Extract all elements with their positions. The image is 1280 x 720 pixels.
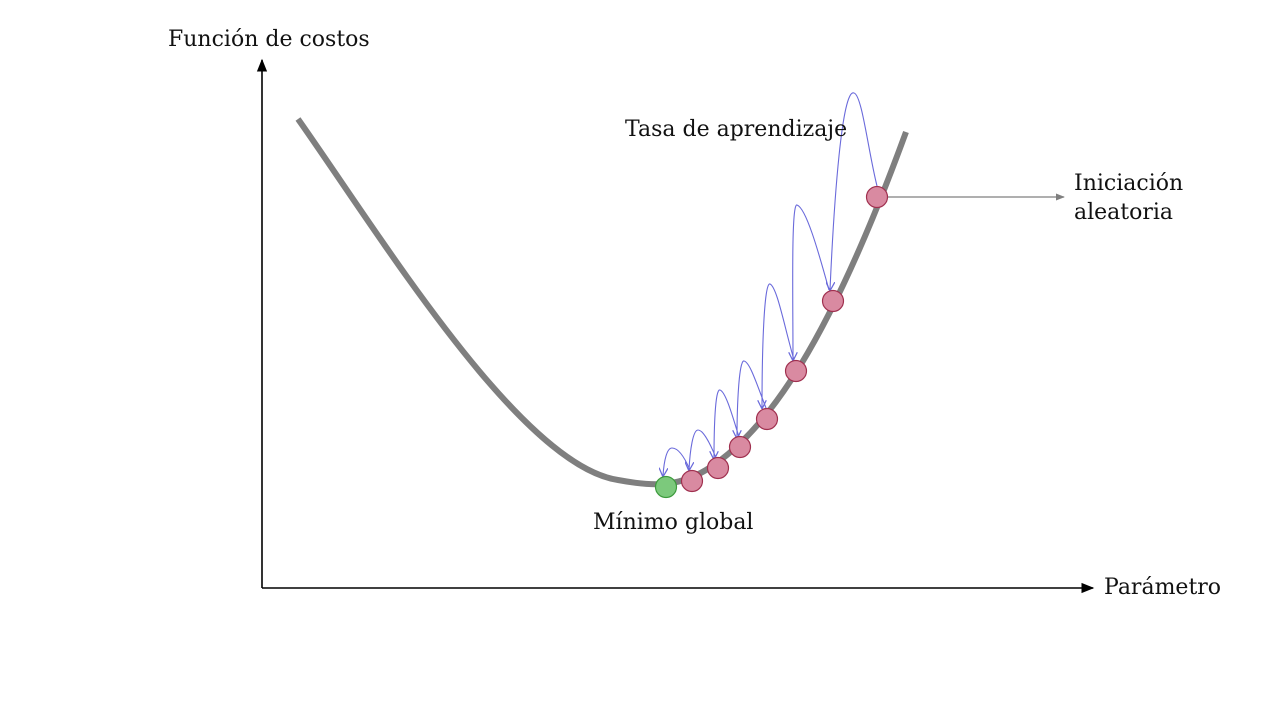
jump-arrow-4 [737, 360, 767, 438]
jump-arrow-1 [830, 92, 878, 290]
global-minimum-point [654, 475, 678, 499]
step-point-4 [755, 407, 779, 431]
random-init-label-line2: aleatoria [1074, 200, 1173, 225]
jump-arrow-6 [689, 429, 717, 470]
x-axis-label: Parámetro [1104, 575, 1221, 600]
y-axis-label: Función de costos [168, 27, 370, 52]
learning-rate-label: Tasa de aprendizaje [625, 117, 847, 142]
step-points [680, 185, 889, 493]
step-point-6 [706, 456, 730, 480]
step-point-2 [821, 289, 845, 313]
jump-arrow-2 [793, 204, 830, 360]
step-point-7 [680, 469, 704, 493]
step-point-3 [784, 359, 808, 383]
global-minimum-label: Mínimo global [593, 510, 753, 535]
jump-arrow-3 [762, 283, 795, 408]
jump-arrow-5 [714, 389, 740, 459]
jump-arrow-7 [663, 447, 691, 476]
cost-curve [295, 117, 909, 488]
random-init-label-line1: Iniciación [1074, 171, 1183, 196]
step-point-1 [865, 185, 889, 209]
learning-rate-arrows [663, 92, 878, 476]
step-point-5 [728, 435, 752, 459]
